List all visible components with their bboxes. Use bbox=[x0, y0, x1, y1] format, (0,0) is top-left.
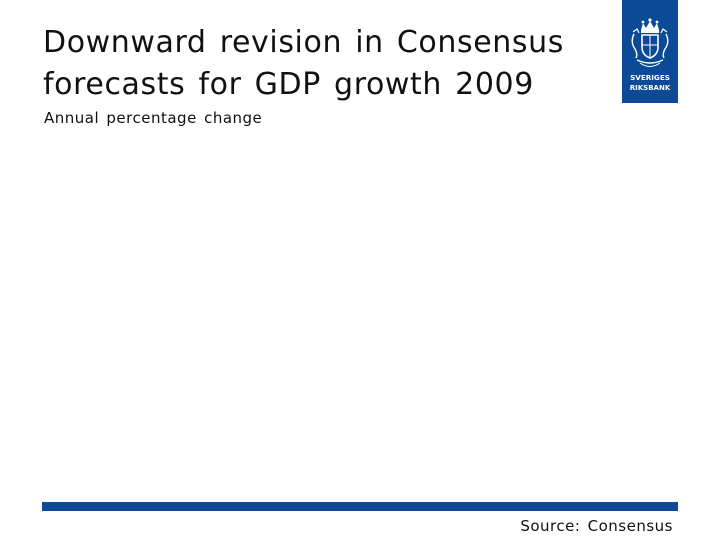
source-note: Source: Consensus bbox=[520, 517, 673, 535]
slide-title: Downward revision in Consensus forecasts… bbox=[43, 25, 564, 102]
riksbank-crest-icon: SVERIGES RIKSBANK bbox=[630, 18, 671, 92]
slide-subtitle: Annual percentage change bbox=[44, 109, 263, 127]
logo-text-line2: RIKSBANK bbox=[630, 84, 671, 92]
logo-text-line1: SVERIGES bbox=[630, 73, 670, 82]
footer-bar bbox=[42, 502, 678, 511]
chart-area bbox=[43, 140, 678, 495]
riksbank-logo: SVERIGES RIKSBANK bbox=[622, 0, 678, 103]
